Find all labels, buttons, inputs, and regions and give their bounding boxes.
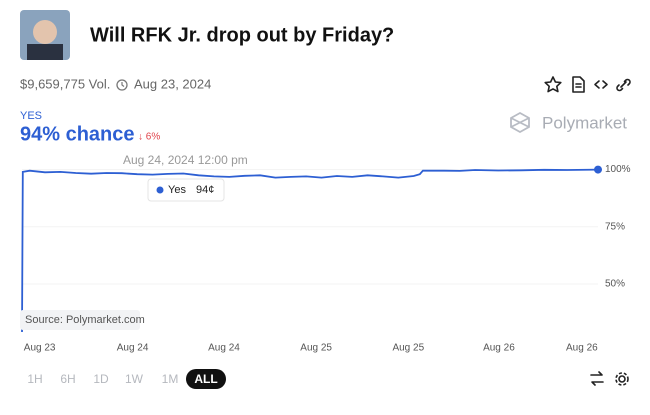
bookmark-button[interactable] <box>544 76 562 93</box>
range-button[interactable]: 1H <box>27 372 42 386</box>
tooltip-series: Yes <box>168 184 186 196</box>
y-tick-label: 50% <box>605 279 625 290</box>
range-buttons: 1H 6H 1D 1W 1M ALL <box>27 369 226 389</box>
clock-hand <box>121 82 125 87</box>
source: Source: Polymarket.com <box>25 314 145 326</box>
settings-gear[interactable] <box>615 372 629 386</box>
x-tick-label: Aug 25 <box>300 343 332 354</box>
price-line <box>21 168 599 333</box>
range-button[interactable]: ALL <box>194 372 217 386</box>
settings-button[interactable] <box>618 375 626 383</box>
outcome-change: ↓ 6% <box>138 132 160 143</box>
market-image-face <box>33 20 57 44</box>
end-date: Aug 23, 2024 <box>134 76 211 91</box>
range-button[interactable]: 6H <box>60 372 75 386</box>
tooltip-date: Aug 24, 2024 12:00 pm <box>123 153 248 167</box>
swap-button[interactable] <box>590 371 604 386</box>
x-tick-label: Aug 25 <box>392 343 424 354</box>
brand-logo <box>510 111 530 134</box>
y-tick-label: 75% <box>605 221 625 232</box>
volume: $9,659,775 Vol. <box>20 76 110 91</box>
y-tick-label: 100% <box>605 164 631 175</box>
x-tick-label: Aug 26 <box>566 343 598 354</box>
chart: 50% 75% 100% Aug 23 Aug 24 Aug 24 Aug 25 Aug 25… <box>21 153 631 354</box>
x-tick-label: Aug 24 <box>208 343 240 354</box>
range-button[interactable]: 1W <box>125 372 144 386</box>
market-title: Will RFK Jr. drop out by Friday? <box>90 24 394 46</box>
x-tick-label: Aug 26 <box>483 343 515 354</box>
range-button-active[interactable] <box>186 369 226 389</box>
copy-link-button[interactable] <box>616 78 631 92</box>
tooltip-value: 94¢ <box>196 184 214 196</box>
x-tick-label: Aug 24 <box>117 343 149 354</box>
embed-button[interactable] <box>594 80 608 89</box>
market-image-suit <box>27 44 63 60</box>
tooltip-swatch <box>156 186 164 194</box>
tooltip-box <box>147 178 225 202</box>
clock-icon <box>116 79 128 91</box>
brand-name: Polymarket <box>542 113 627 132</box>
rules-button[interactable] <box>572 76 585 93</box>
source-box <box>20 310 140 330</box>
range-button[interactable]: 1M <box>162 372 179 386</box>
outcome-chance: 94% chance <box>20 123 135 145</box>
last-point <box>594 165 602 174</box>
range-button[interactable]: 1D <box>93 372 109 386</box>
x-tick-label: Aug 23 <box>24 343 56 354</box>
outcome-label: YES <box>20 110 42 122</box>
